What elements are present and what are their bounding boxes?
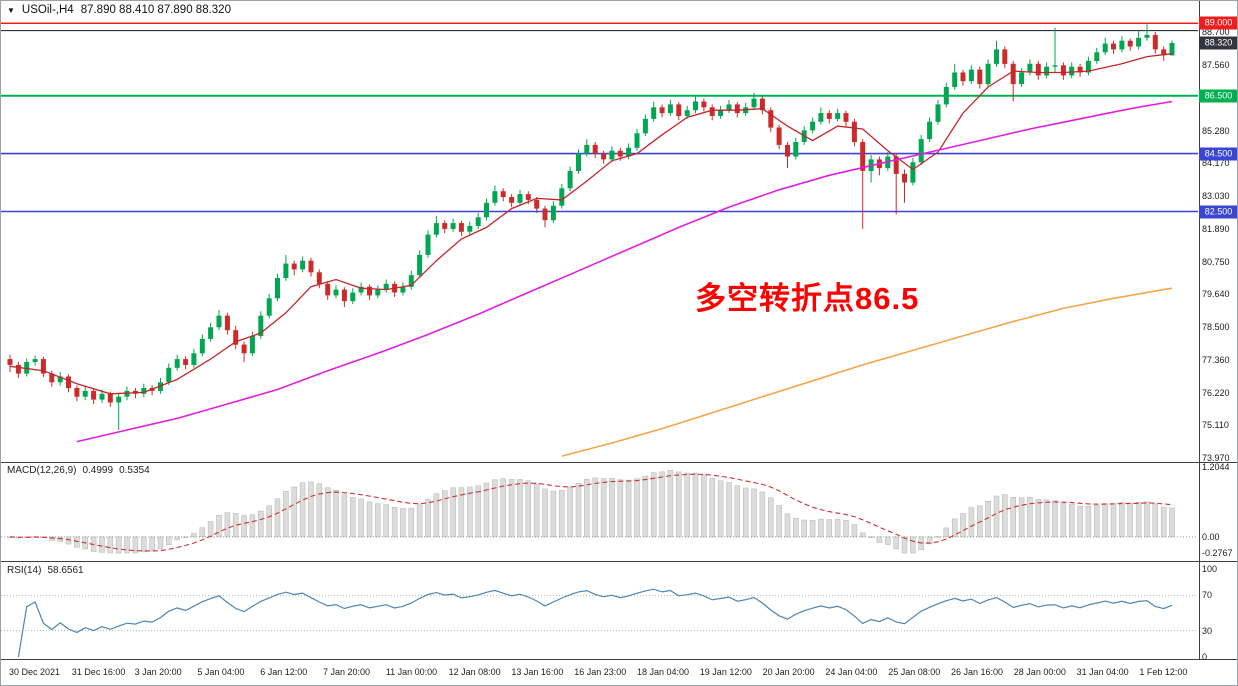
- price-level-badge: 89.000: [1199, 16, 1237, 30]
- symbol-dropdown-icon[interactable]: ▼: [7, 5, 15, 15]
- price-axis-label: 85.280: [1202, 126, 1230, 136]
- price-axis-label: 80.750: [1202, 257, 1230, 268]
- date-axis-label: 11 Jan 00:00: [385, 667, 438, 677]
- price-axis-label: 77.360: [1202, 355, 1230, 366]
- price-axis-label: 81.890: [1202, 224, 1230, 235]
- price-axis-label: 78.500: [1202, 322, 1230, 333]
- price-axis-label: 76.220: [1202, 388, 1230, 399]
- date-axis-label: 3 Jan 20:00: [134, 667, 182, 677]
- rsi-name: RSI(14): [7, 565, 42, 576]
- price-axis-label: 75.110: [1202, 420, 1229, 431]
- date-axis-label: 24 Jan 04:00: [825, 667, 878, 677]
- rsi-indicator-label: RSI(14) 58.6561: [7, 565, 84, 576]
- price-level-badge: 84.500: [1199, 147, 1237, 161]
- date-axis-label: 31 Jan 04:00: [1076, 667, 1129, 677]
- macd-axis-label: -0.2767: [1202, 548, 1233, 558]
- price-axis-label: 87.560: [1202, 60, 1230, 70]
- date-axis-label: 25 Jan 08:00: [888, 667, 941, 677]
- date-axis-label: 30 Dec 2021: [9, 667, 61, 677]
- symbol-period-label: USOil-,H4: [21, 4, 74, 16]
- date-axis-label: 19 Jan 12:00: [699, 667, 752, 677]
- date-axis-label: 18 Jan 04:00: [637, 667, 690, 677]
- annotation-text: 多空转折点86.5: [695, 281, 920, 316]
- date-axis-label: 5 Jan 04:00: [197, 667, 245, 677]
- price-axis-label: 73.970: [1202, 453, 1230, 464]
- price-level-badge: 82.500: [1199, 205, 1237, 218]
- date-axis-label: 31 Dec 16:00: [71, 667, 126, 677]
- chart-title: ▼ USOil-,H4 87.890 88.410 87.890 88.320: [7, 4, 231, 16]
- date-axis-label: 16 Jan 23:00: [574, 667, 627, 677]
- macd-axis-label: 0.00: [1202, 531, 1220, 542]
- macd-name: MACD(12,26,9): [7, 465, 77, 476]
- date-axis-label: 28 Jan 00:00: [1013, 667, 1066, 677]
- date-axis-label: 20 Jan 20:00: [762, 667, 815, 677]
- macd-signal-value: 0.5354: [119, 465, 150, 476]
- macd-main-value: 0.4999: [82, 465, 114, 476]
- date-axis-label: 26 Jan 16:00: [951, 667, 1004, 677]
- rsi-axis-label: 70: [1202, 590, 1213, 601]
- rsi-axis-label: 100: [1202, 564, 1218, 574]
- price-axis-label: 88.700: [1202, 27, 1230, 37]
- date-axis-label: 13 Jan 16:00: [511, 667, 564, 677]
- price-level-badge: 86.500: [1199, 89, 1237, 103]
- price-axis-label: 83.030: [1202, 191, 1230, 202]
- ohlc-values: 87.890 88.410 87.890 88.320: [80, 4, 231, 16]
- rsi-axis-label: 0: [1202, 652, 1208, 662]
- rsi-axis-label: 30: [1202, 625, 1213, 636]
- date-axis-label: 12 Jan 08:00: [448, 667, 501, 677]
- macd-indicator-label: MACD(12,26,9) 0.4999 0.5354: [7, 465, 150, 476]
- current-price-badge: 88.320: [1199, 36, 1237, 50]
- date-axis-label: 1 Feb 12:00: [1139, 667, 1188, 677]
- price-axis-label: 79.640: [1202, 289, 1230, 300]
- price-axis-label: 84.170: [1202, 158, 1230, 169]
- rsi-value: 58.6561: [47, 565, 84, 576]
- date-axis-label: 7 Jan 20:00: [323, 667, 371, 677]
- macd-axis-label: 1.2044: [1202, 462, 1230, 472]
- date-axis-label: 6 Jan 12:00: [260, 667, 308, 677]
